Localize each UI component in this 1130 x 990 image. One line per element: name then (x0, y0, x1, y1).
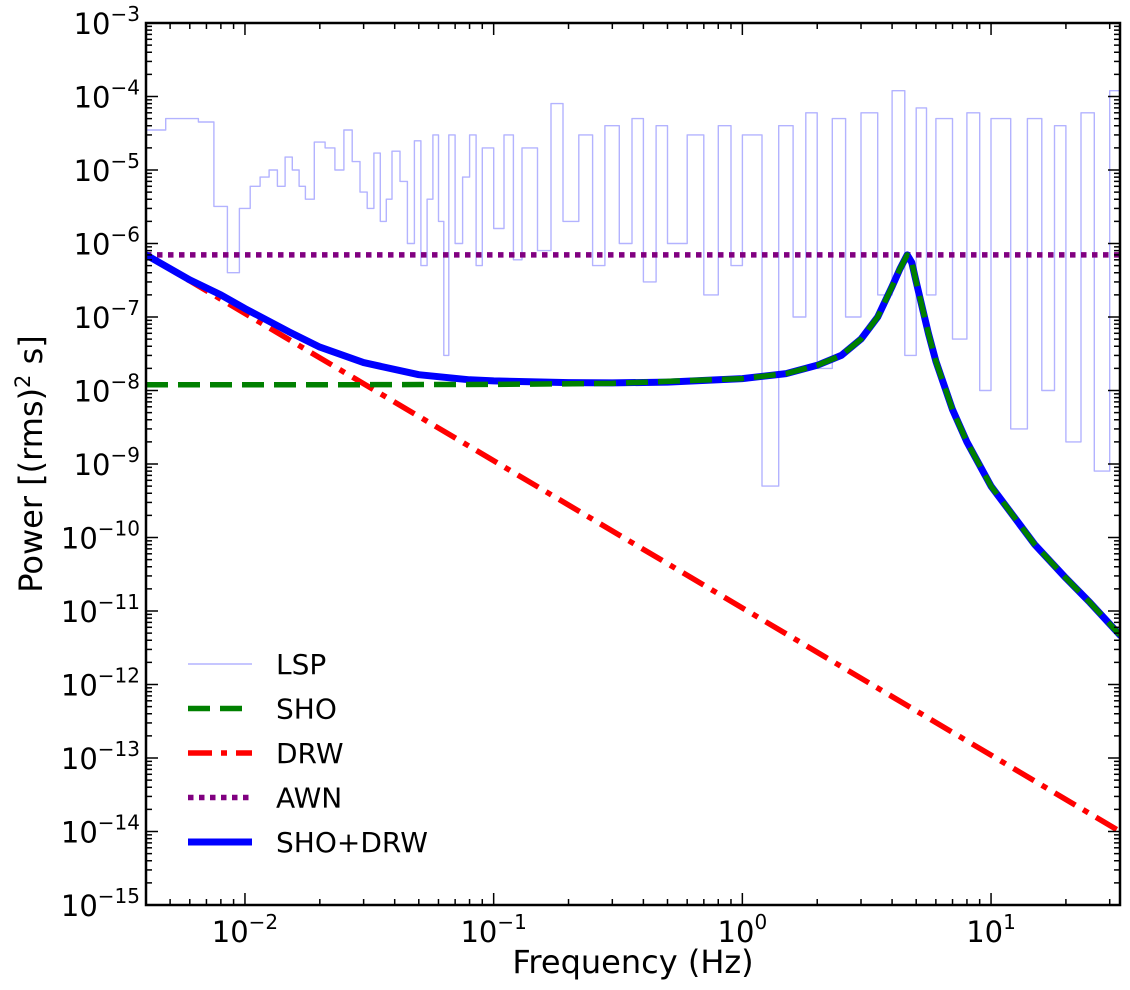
series-layer (146, 90, 1120, 834)
y-tick-label: 10−4 (74, 76, 140, 115)
y-tick-label: 10−11 (61, 590, 140, 629)
y-tick-label: 10−5 (74, 149, 140, 188)
y-tick-label: 10−7 (74, 296, 140, 335)
ticks-layer (145, 22, 1120, 906)
y-tick-label: 10−6 (74, 223, 140, 262)
y-tick-label: 10−14 (61, 811, 140, 850)
x-tick-label: 100 (718, 910, 768, 949)
legend: LSP SHO DRW AWN SHO+DRW (188, 648, 428, 859)
y-axis-title-exponent: 2 (11, 375, 35, 388)
series-drw (146, 252, 1120, 834)
y-tick-label: 10−9 (74, 443, 140, 482)
y-tick-label: 10−12 (61, 664, 140, 703)
y-axis-title-main: Power [(rms) (12, 388, 50, 593)
y-tick-label: 10−3 (74, 2, 140, 41)
legend-label-drw: DRW (276, 737, 344, 770)
series-lsp (146, 90, 1120, 487)
x-axis-title: Frequency (Hz) (512, 943, 753, 981)
legend-label-sho-drw: SHO+DRW (276, 826, 428, 859)
x-tick-label: 101 (966, 910, 1016, 949)
y-axis-title: Power [(rms)2 s] (11, 335, 50, 593)
y-axis-title-suffix: s] (12, 335, 50, 374)
y-tick-label: 10−15 (61, 884, 140, 923)
x-tick-label: 10−2 (212, 910, 278, 949)
legend-label-sho: SHO (276, 693, 337, 726)
legend-label-awn: AWN (276, 782, 342, 815)
y-tick-label: 10−8 (74, 370, 140, 409)
y-tick-label: 10−13 (61, 737, 140, 776)
x-tick-label: 10−1 (460, 910, 526, 949)
series-sho (146, 252, 1120, 637)
y-tick-label: 10−10 (61, 517, 140, 556)
tick-labels: 10−2 10−1 100 101 10−3 10−4 10−5 10−6 10−7 10−8 10… (61, 2, 1016, 949)
legend-label-lsp: LSP (276, 648, 326, 681)
plot-area (146, 23, 1120, 905)
